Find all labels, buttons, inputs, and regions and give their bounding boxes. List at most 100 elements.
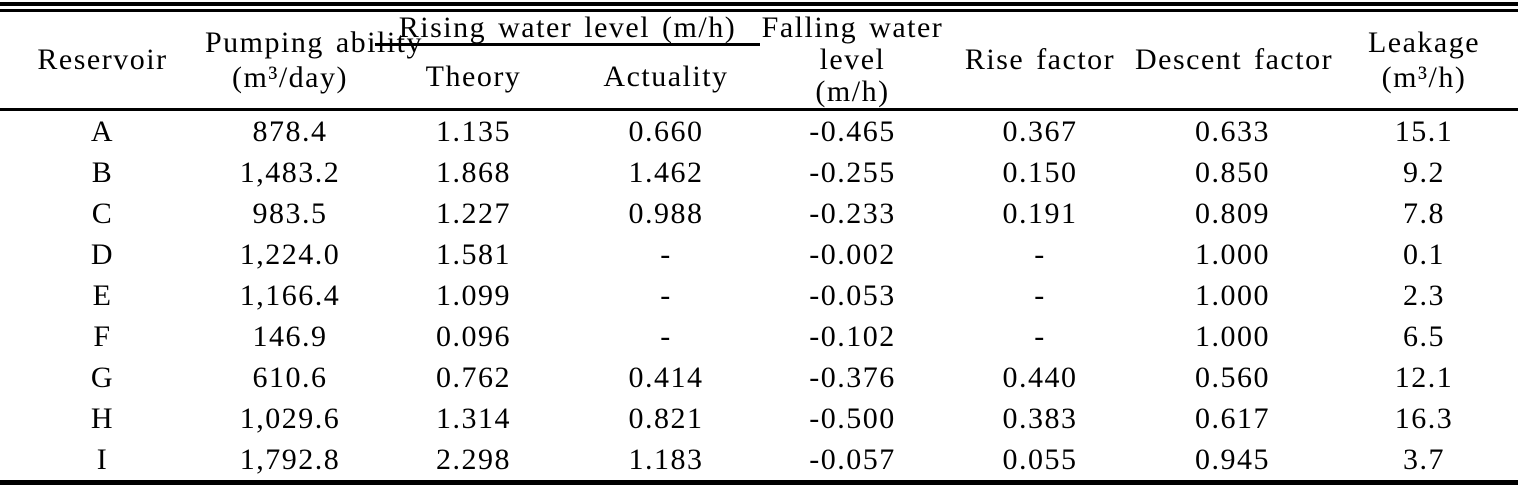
col-header-rise-factor: Rise factor (945, 12, 1135, 111)
col-header-theory: Theory (375, 44, 572, 111)
col-header-reservoir: Reservoir (0, 12, 205, 111)
leakage-header-unit: (m³/h) (1381, 61, 1467, 94)
cell-rise-factor: 0.367 (1002, 114, 1078, 148)
table-row: E 1,166.4 1.099 - -0.053 - 1.000 2.3 (0, 275, 1518, 316)
col-header-falling-water-level: Falling water level (m/h) (760, 11, 945, 111)
cell-leakage: 6.5 (1403, 319, 1445, 353)
cell-reservoir: F (93, 319, 112, 353)
cell-leakage: 3.7 (1403, 442, 1445, 476)
cell-descent-factor: 0.850 (1195, 155, 1270, 189)
cell-rise-factor: - (1034, 237, 1046, 271)
cell-reservoir: E (92, 278, 113, 312)
cell-pumping: 1,029.6 (239, 401, 341, 435)
cell-rise-factor: 0.055 (1002, 442, 1078, 476)
cell-rise-factor: - (1034, 319, 1046, 353)
table-row: G 610.6 0.762 0.414 -0.376 0.440 0.560 1… (0, 357, 1518, 398)
cell-rise-factor: 0.191 (1002, 196, 1078, 230)
header-row-2: Theory Actuality (0, 44, 1518, 111)
table-row: H 1,029.6 1.314 0.821 -0.500 0.383 0.617… (0, 398, 1518, 439)
cell-leakage: 9.2 (1403, 155, 1445, 189)
bottom-rule (0, 480, 1518, 485)
cell-reservoir: C (91, 196, 114, 230)
falling-header-line2: level (819, 43, 886, 76)
cell-falling: -0.057 (809, 442, 896, 476)
cell-pumping: 146.9 (252, 319, 328, 353)
table-row: I 1,792.8 2.298 1.183 -0.057 0.055 0.945… (0, 439, 1518, 480)
leakage-header-line1: Leakage (1367, 26, 1481, 59)
cell-falling: -0.053 (809, 278, 896, 312)
cell-actuality: 0.821 (628, 401, 704, 435)
cell-actuality: 1.183 (628, 442, 704, 476)
cell-rise-factor: 0.150 (1002, 155, 1078, 189)
cell-rise-factor: - (1034, 278, 1046, 312)
table-row: C 983.5 1.227 0.988 -0.233 0.191 0.809 7… (0, 193, 1518, 234)
cell-reservoir: G (90, 360, 115, 394)
cell-rise-factor: 0.383 (1002, 401, 1078, 435)
col-header-descent-factor: Descent factor (1135, 12, 1332, 111)
cell-pumping: 1,166.4 (239, 278, 341, 312)
cell-pumping: 1,224.0 (239, 237, 341, 271)
cell-reservoir: I (96, 442, 109, 476)
cell-actuality: 1.462 (628, 155, 704, 189)
cell-leakage: 0.1 (1403, 237, 1445, 271)
cell-pumping: 1,483.2 (239, 155, 341, 189)
cell-theory: 1.135 (436, 114, 511, 148)
top-double-rule-gap (0, 5, 1518, 9)
col-header-pumping-ability: Pumping ability (m³/day) (205, 12, 424, 111)
cell-descent-factor: 0.945 (1195, 442, 1270, 476)
cell-falling: -0.376 (809, 360, 896, 394)
pumping-header-line1: Pumping ability (205, 26, 424, 59)
falling-header-line1: Falling water (761, 11, 944, 44)
cell-actuality: 0.660 (628, 114, 704, 148)
cell-reservoir: H (90, 401, 115, 435)
cell-descent-factor: 0.617 (1195, 401, 1270, 435)
cell-theory: 0.762 (436, 360, 511, 394)
cell-falling: -0.002 (809, 237, 896, 271)
cell-falling: -0.255 (809, 155, 896, 189)
top-double-rule-upper (0, 2, 1518, 6)
cell-descent-factor: 1.000 (1195, 237, 1270, 271)
cell-reservoir: A (90, 114, 115, 148)
cell-pumping: 878.4 (252, 114, 328, 148)
cell-descent-factor: 0.809 (1195, 196, 1270, 230)
cell-rise-factor: 0.440 (1002, 360, 1078, 394)
table-row: B 1,483.2 1.868 1.462 -0.255 0.150 0.850… (0, 152, 1518, 193)
cell-falling: -0.500 (809, 401, 896, 435)
cell-leakage: 2.3 (1403, 278, 1445, 312)
col-header-actuality: Actuality (572, 44, 760, 111)
cell-leakage: 16.3 (1394, 401, 1454, 435)
table-row: A 878.4 1.135 0.660 -0.465 0.367 0.633 1… (0, 110, 1518, 153)
cell-falling: -0.102 (809, 319, 896, 353)
cell-theory: 1.581 (436, 237, 511, 271)
cell-descent-factor: 0.560 (1195, 360, 1270, 394)
cell-descent-factor: 1.000 (1195, 278, 1270, 312)
cell-actuality: 0.414 (628, 360, 704, 394)
cell-theory: 0.096 (436, 319, 511, 353)
cell-leakage: 15.1 (1394, 114, 1454, 148)
cell-pumping: 983.5 (252, 196, 328, 230)
cell-falling: -0.233 (809, 196, 896, 230)
cell-pumping: 610.6 (252, 360, 328, 394)
cell-theory: 1.227 (436, 196, 511, 230)
col-group-rising-water-level: Rising water level (m/h) (375, 12, 760, 47)
cell-leakage: 7.8 (1403, 196, 1445, 230)
cell-pumping: 1,792.8 (239, 442, 341, 476)
cell-actuality: 0.988 (628, 196, 704, 230)
table-row: D 1,224.0 1.581 - -0.002 - 1.000 0.1 (0, 234, 1518, 275)
top-double-rule-lower (0, 8, 1518, 12)
reservoir-data-table: Reservoir Pumping ability (m³/day) Risin… (0, 12, 1518, 480)
cell-leakage: 12.1 (1394, 360, 1454, 394)
header-row-1: Reservoir Pumping ability (m³/day) Risin… (0, 12, 1518, 111)
cell-falling: -0.465 (809, 114, 896, 148)
falling-header-unit: (m/h) (815, 75, 890, 108)
cell-actuality: - (660, 319, 672, 353)
cell-actuality: - (660, 237, 672, 271)
cell-descent-factor: 0.633 (1195, 114, 1270, 148)
cell-actuality: - (660, 278, 672, 312)
cell-reservoir: B (91, 155, 114, 189)
pumping-header-unit: (m³/day) (232, 61, 348, 94)
cell-theory: 1.314 (436, 401, 511, 435)
cell-theory: 1.099 (436, 278, 511, 312)
cell-theory: 1.868 (436, 155, 511, 189)
